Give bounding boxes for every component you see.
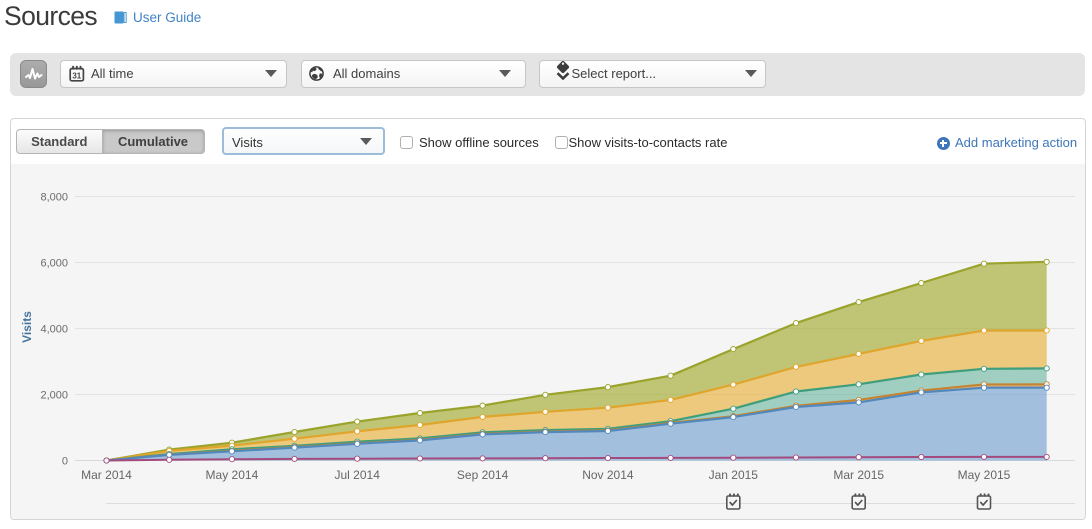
svg-text:31: 31: [72, 71, 81, 80]
svg-text:Mar 2015: Mar 2015: [833, 468, 884, 482]
svg-text:6,000: 6,000: [40, 257, 68, 269]
svg-text:Sep 2014: Sep 2014: [457, 468, 509, 482]
svg-text:8,000: 8,000: [40, 191, 68, 203]
svg-text:May 2014: May 2014: [206, 468, 259, 482]
svg-text:4,000: 4,000: [40, 323, 68, 335]
svg-text:Jul 2014: Jul 2014: [335, 468, 381, 482]
svg-text:2,000: 2,000: [40, 389, 68, 401]
svg-text:May 2015: May 2015: [958, 468, 1011, 482]
svg-text:0: 0: [62, 455, 68, 467]
svg-text:Mar 2014: Mar 2014: [81, 468, 132, 482]
svg-text:Nov 2014: Nov 2014: [582, 468, 634, 482]
svg-text:Jan 2015: Jan 2015: [709, 468, 759, 482]
